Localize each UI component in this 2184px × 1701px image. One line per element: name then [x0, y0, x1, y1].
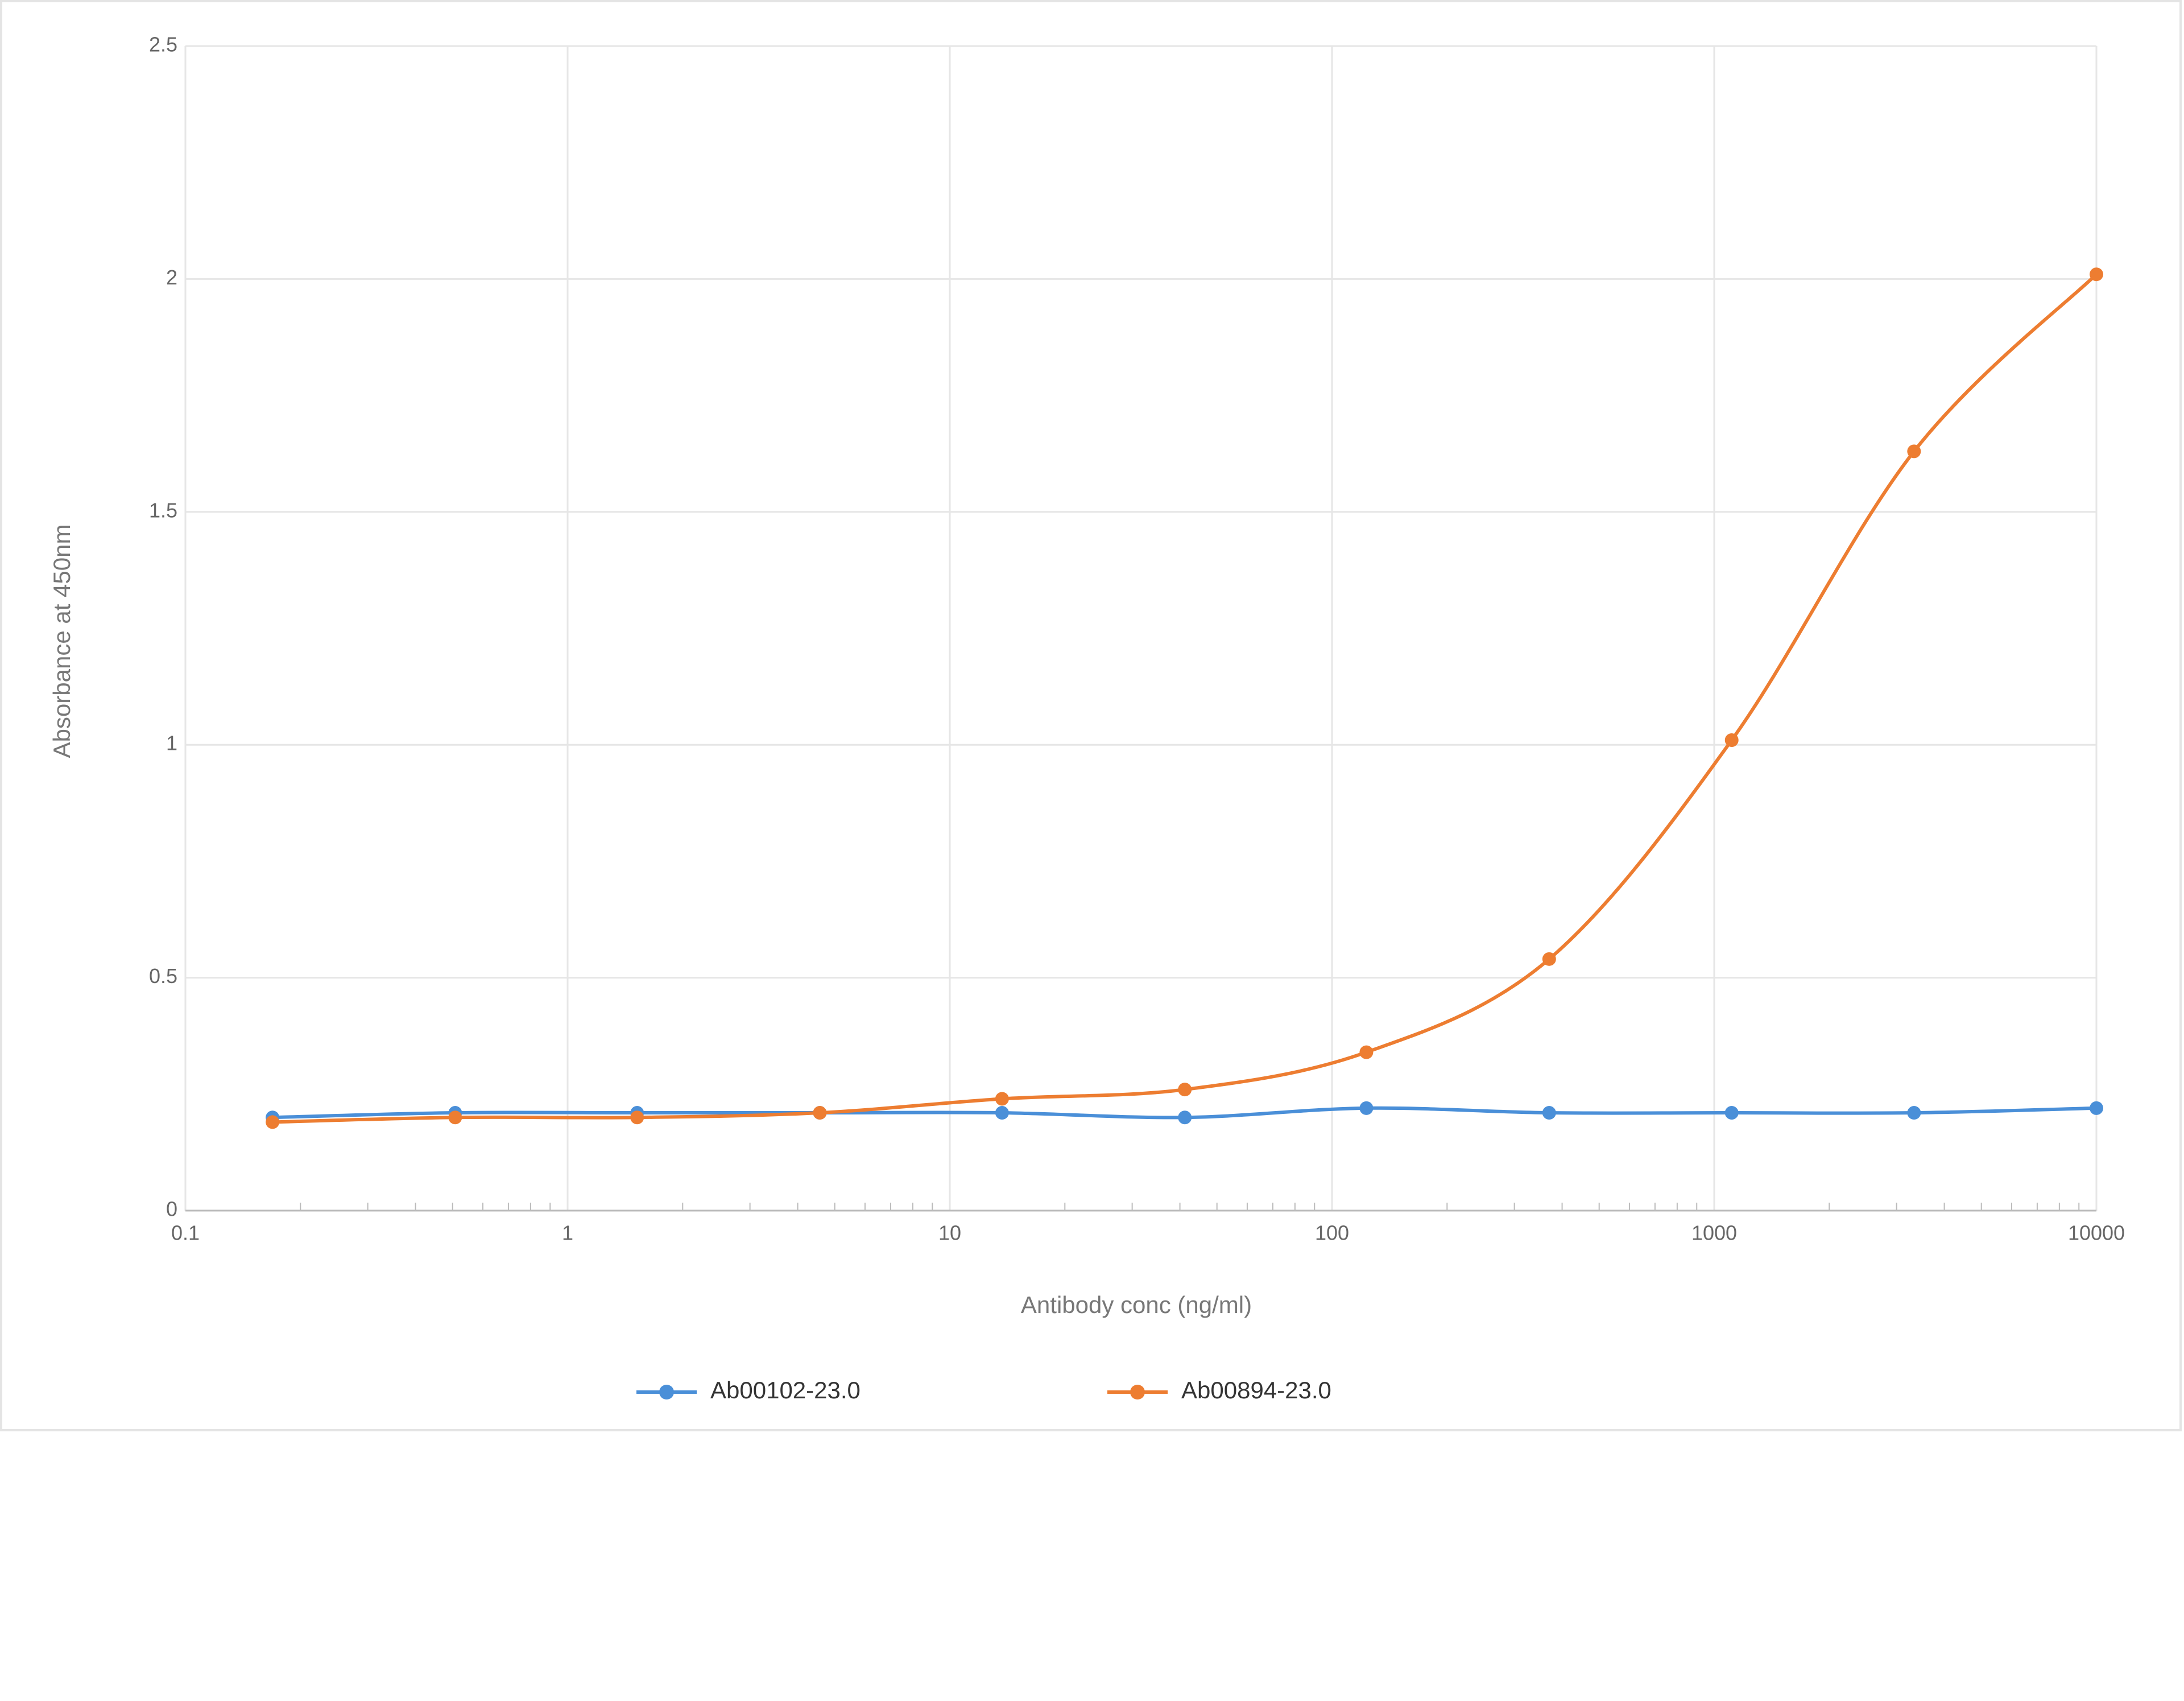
x-tick-label: 100 [1315, 1221, 1349, 1245]
x-tick-label: 0.1 [171, 1221, 200, 1245]
data-point [630, 1110, 644, 1125]
x-tick-label: 10 [938, 1221, 961, 1245]
data-point [1178, 1083, 1192, 1097]
y-tick-label: 2 [166, 266, 177, 289]
data-point [1359, 1101, 1374, 1115]
data-point [1542, 952, 1556, 966]
data-point [995, 1092, 1009, 1106]
series-line [272, 273, 2098, 1124]
x-tick-label: 10000 [2068, 1221, 2125, 1245]
data-point [1724, 1106, 1739, 1120]
legend-label: Ab00894-23.0 [1181, 1377, 1331, 1403]
data-point [1907, 444, 1921, 459]
y-tick-label: 0.5 [149, 964, 177, 988]
data-point [1359, 1045, 1374, 1059]
x-axis-title: Antibody conc (ng/ml) [1021, 1291, 1252, 1318]
y-tick-label: 1 [166, 732, 177, 755]
x-tick-label: 1000 [1691, 1221, 1737, 1245]
data-point [448, 1110, 462, 1125]
y-tick-label: 1.5 [149, 498, 177, 522]
data-point [1178, 1110, 1192, 1125]
data-point [2090, 267, 2103, 282]
chart-frame [0, 0, 2182, 1431]
data-point [2090, 1101, 2103, 1115]
data-point [1542, 1106, 1556, 1120]
x-tick-label: 1 [562, 1221, 573, 1245]
legend-marker [1130, 1385, 1145, 1399]
y-tick-label: 0 [166, 1198, 177, 1221]
data-point [813, 1106, 827, 1120]
data-point [1907, 1106, 1921, 1120]
y-axis-title: Absorbance at 450nm [48, 525, 75, 758]
data-point [266, 1115, 280, 1129]
legend-label: Ab00102-23.0 [710, 1377, 861, 1403]
data-point [1724, 733, 1739, 748]
legend-marker [659, 1385, 674, 1399]
y-tick-label: 2.5 [149, 33, 177, 56]
data-point [995, 1106, 1009, 1120]
